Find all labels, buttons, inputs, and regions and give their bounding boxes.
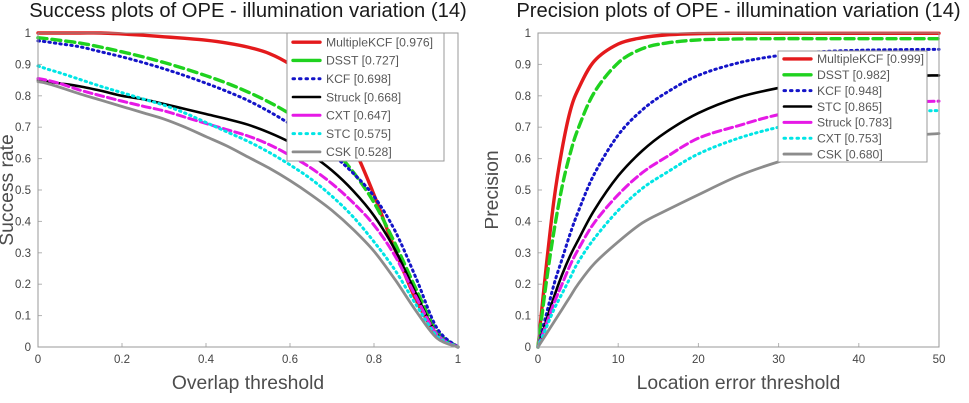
svg-text:Overlap threshold: Overlap threshold (172, 373, 324, 394)
svg-text:0.9: 0.9 (15, 59, 31, 71)
svg-text:MultipleKCF [0.976]: MultipleKCF [0.976] (326, 35, 433, 49)
svg-text:DSST [0.982]: DSST [0.982] (817, 68, 890, 82)
svg-text:Success rate: Success rate (0, 134, 18, 245)
svg-text:0.1: 0.1 (515, 311, 531, 323)
svg-text:0.2: 0.2 (15, 279, 31, 291)
svg-text:0.4: 0.4 (515, 216, 532, 228)
svg-text:0.3: 0.3 (515, 248, 531, 260)
svg-text:0: 0 (535, 354, 541, 366)
svg-text:1: 1 (455, 354, 461, 366)
svg-text:STC [0.575]: STC [0.575] (326, 127, 391, 141)
svg-text:0.8: 0.8 (515, 91, 531, 103)
svg-text:0.9: 0.9 (515, 59, 531, 71)
svg-text:0.6: 0.6 (282, 354, 298, 366)
svg-text:0.7: 0.7 (515, 122, 531, 134)
svg-text:DSST [0.727]: DSST [0.727] (326, 54, 399, 68)
svg-text:0.3: 0.3 (15, 248, 31, 260)
svg-text:50: 50 (933, 354, 946, 366)
svg-text:1: 1 (525, 28, 531, 40)
svg-text:0.8: 0.8 (366, 354, 382, 366)
svg-text:0.8: 0.8 (15, 91, 31, 103)
svg-text:STC [0.865]: STC [0.865] (817, 100, 882, 114)
svg-text:Struck [0.783]: Struck [0.783] (817, 116, 892, 130)
svg-text:Precision: Precision (485, 150, 503, 229)
svg-text:0: 0 (525, 342, 531, 354)
svg-text:0.4: 0.4 (198, 354, 215, 366)
svg-text:Struck [0.668]: Struck [0.668] (326, 90, 401, 104)
svg-text:40: 40 (852, 354, 865, 366)
svg-text:0.5: 0.5 (515, 185, 531, 197)
svg-text:20: 20 (692, 354, 705, 366)
svg-text:0.2: 0.2 (515, 279, 531, 291)
svg-text:1: 1 (25, 28, 31, 40)
svg-text:Location error threshold: Location error threshold (637, 373, 841, 394)
svg-text:KCF [0.698]: KCF [0.698] (326, 72, 391, 86)
svg-text:Precision plots of OPE - illum: Precision plots of OPE - illumination va… (516, 0, 960, 22)
svg-text:30: 30 (772, 354, 785, 366)
svg-text:MultipleKCF [0.999]: MultipleKCF [0.999] (817, 52, 924, 66)
svg-text:0.1: 0.1 (15, 311, 31, 323)
svg-text:0: 0 (35, 354, 41, 366)
svg-text:CSK [0.528]: CSK [0.528] (326, 145, 392, 159)
svg-text:10: 10 (612, 354, 625, 366)
svg-text:0: 0 (25, 342, 31, 354)
svg-text:0.7: 0.7 (15, 122, 31, 134)
svg-text:CXT [0.753]: CXT [0.753] (817, 132, 882, 146)
svg-text:Success plots of OPE - illumin: Success plots of OPE - illumination vari… (29, 0, 467, 22)
svg-text:CXT [0.647]: CXT [0.647] (326, 109, 391, 123)
svg-text:0.2: 0.2 (114, 354, 130, 366)
svg-text:0.6: 0.6 (515, 154, 531, 166)
svg-text:KCF [0.948]: KCF [0.948] (817, 84, 882, 98)
svg-text:CSK [0.680]: CSK [0.680] (817, 147, 883, 161)
